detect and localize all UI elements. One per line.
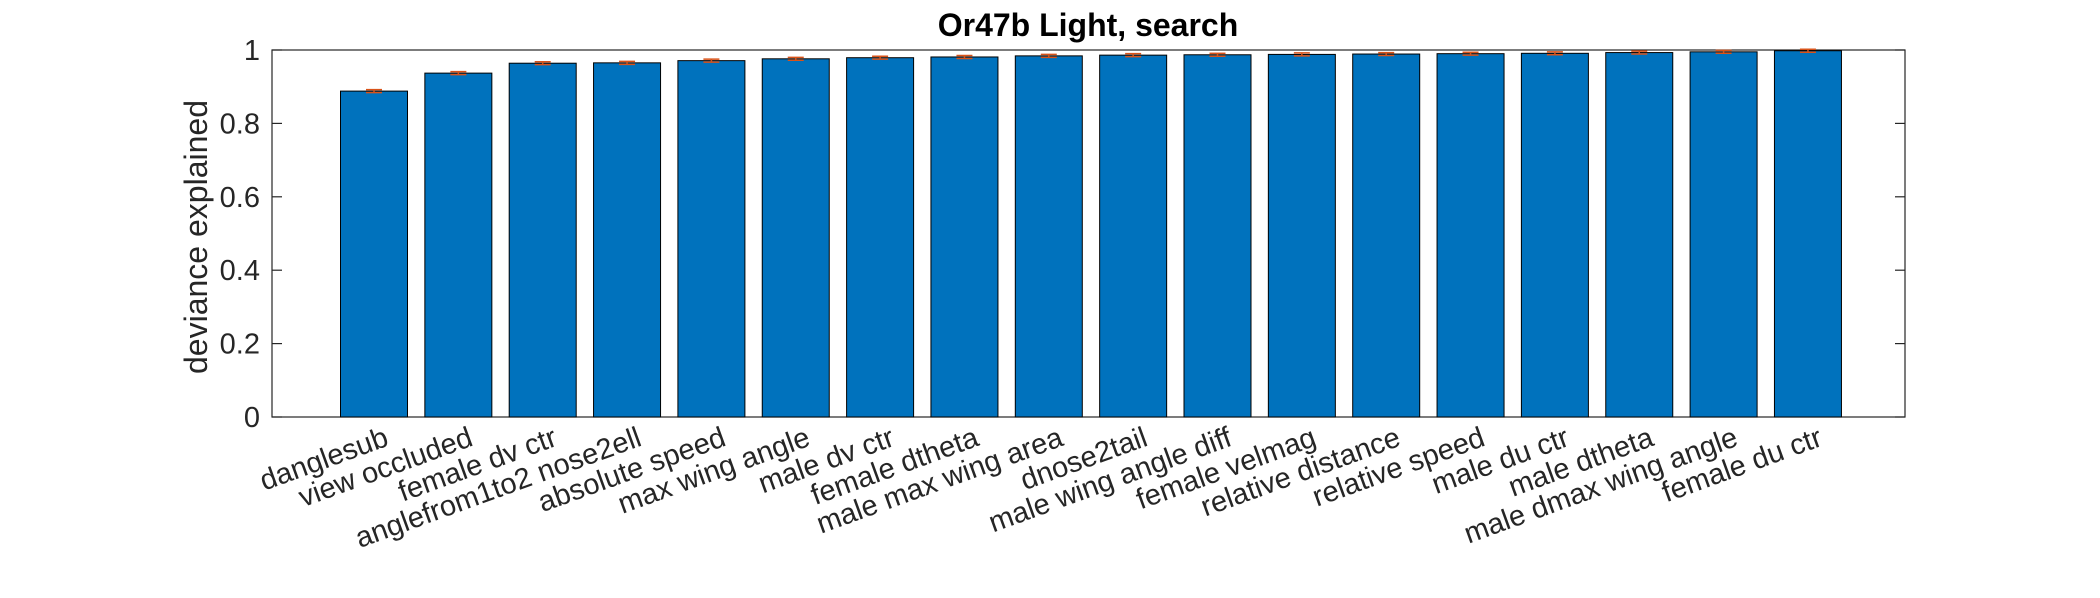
bar — [1605, 52, 1674, 418]
bar — [340, 90, 408, 418]
bars — [340, 50, 1842, 418]
y-axis-ticks: 0 0.2 0.4 0.6 0.8 1 — [220, 35, 1905, 434]
y-tick-label: 0.8 — [220, 108, 260, 140]
y-tick-label: 0 — [244, 402, 260, 434]
y-tick-label: 1 — [244, 35, 260, 67]
bar — [1352, 53, 1421, 418]
y-tick-label: 0.2 — [220, 329, 260, 361]
y-tick-label: 0.6 — [220, 182, 260, 214]
bar — [593, 62, 662, 418]
bar — [846, 57, 915, 418]
bar — [424, 72, 493, 418]
bar — [1267, 53, 1336, 418]
bar — [1014, 55, 1083, 418]
bar — [1520, 52, 1589, 418]
bar — [508, 62, 577, 418]
bar — [1689, 51, 1758, 418]
y-tick-label: 0.4 — [220, 255, 260, 287]
bar — [1183, 54, 1252, 418]
bar — [930, 56, 999, 418]
y-axis-label: deviance explained — [178, 100, 214, 374]
bar — [761, 58, 830, 418]
bar — [1436, 53, 1505, 418]
bar — [1773, 50, 1842, 418]
bar — [677, 60, 746, 418]
error-bars — [366, 48, 1816, 94]
chart-title: Or47b Light, search — [938, 7, 1239, 43]
bar — [1099, 54, 1168, 418]
